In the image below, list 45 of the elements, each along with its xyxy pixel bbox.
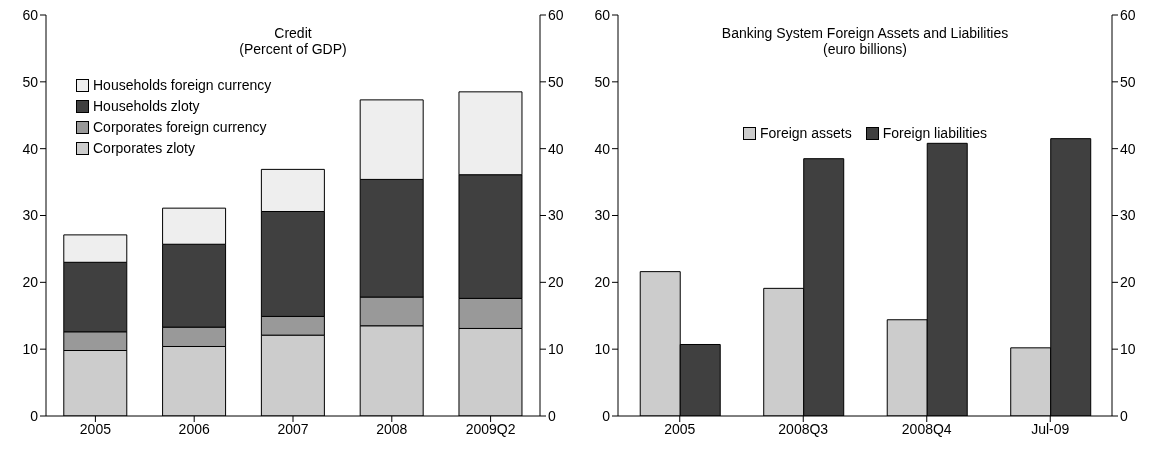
y2-tick-label: 40 [548, 140, 564, 157]
x-tick-label: 2009Q2 [465, 420, 516, 437]
y-tick-label: 10 [594, 341, 611, 358]
y2-tick-label: 60 [1120, 6, 1136, 23]
y2-tick-label: 0 [548, 407, 556, 424]
text: Credit (Percent of GDP) [238, 25, 348, 57]
text: Banking System Foreign Assets and Liabilities (euro billions) [720, 25, 1010, 57]
y2-tick-label: 40 [1120, 140, 1136, 157]
y-tick-label: 0 [30, 407, 39, 424]
y2-tick-label: 30 [548, 207, 564, 224]
y-tick-label: 10 [22, 341, 39, 358]
x-tick-label: 2008Q4 [901, 420, 952, 437]
x-tick-label: 2007 [277, 420, 309, 437]
legend-label: Foreign liabilities [882, 125, 988, 141]
x-tick-label: 2005 [664, 420, 696, 437]
x-tick-label: Jul-09 [1031, 420, 1070, 437]
y-tick-label: 30 [22, 207, 39, 224]
legend-label: Corporates foreign currency [93, 119, 267, 135]
y-tick-label: 50 [22, 73, 39, 90]
legend-label: Foreign assets [759, 125, 852, 141]
y-tick-label: 60 [22, 6, 39, 23]
y2-tick-label: 60 [548, 6, 564, 23]
y-tick-label: 20 [594, 274, 611, 291]
y2-tick-label: 50 [1120, 73, 1136, 90]
y2-tick-label: 10 [548, 341, 564, 358]
y-tick-label: 20 [22, 274, 39, 291]
y-tick-label: 60 [594, 6, 611, 23]
x-tick-label: 2006 [178, 420, 210, 437]
y2-tick-label: 20 [548, 274, 564, 291]
y-tick-label: 50 [594, 73, 611, 90]
legend-label: Households foreign currency [93, 77, 272, 93]
x-tick-label: 2008Q3 [778, 420, 829, 437]
y-tick-label: 30 [594, 207, 611, 224]
x-tick-label: 2008 [376, 420, 408, 437]
y2-tick-label: 50 [548, 73, 564, 90]
y-tick-label: 40 [22, 140, 39, 157]
x-tick-label: 2005 [79, 420, 112, 437]
y2-tick-label: 20 [1120, 274, 1136, 291]
y-tick-label: 40 [594, 140, 611, 157]
legend-label: Households zloty [93, 98, 200, 114]
y2-tick-label: 0 [1120, 407, 1128, 424]
y2-tick-label: 10 [1120, 341, 1136, 358]
y-tick-label: 0 [602, 407, 611, 424]
legend-label: Corporates zloty [93, 140, 195, 156]
y2-tick-label: 30 [1120, 207, 1136, 224]
